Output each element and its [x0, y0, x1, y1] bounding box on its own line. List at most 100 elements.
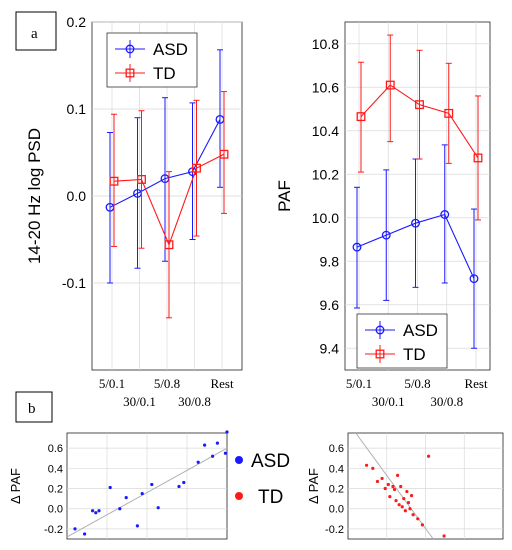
x-tick-label: 5/0.1	[99, 376, 125, 391]
data-point-td	[402, 497, 406, 501]
data-point-td	[219, 149, 229, 159]
y-tick-label: -0.2	[325, 524, 344, 536]
panel-label-b-text: b	[28, 401, 36, 417]
psd-chart: 0.2 0.1 0.0 -0.1 5/0.1 5/0.8 Rest 30/0.1 30/0.8 1…	[25, 14, 243, 409]
data-point-td	[411, 513, 415, 517]
data-point-asd	[135, 524, 139, 528]
key-td-label: TD	[258, 487, 283, 508]
y-axis-label: Δ PAF	[8, 468, 23, 504]
y-tick-label: 0.6	[329, 443, 344, 455]
data-point-asd	[215, 441, 219, 445]
data-point-td	[394, 499, 398, 503]
data-point-asd	[177, 484, 181, 489]
panel-label-a-text: a	[31, 26, 38, 42]
data-point-asd	[140, 491, 144, 496]
y-tick-label: 0.2	[329, 484, 344, 496]
data-point-td	[473, 153, 483, 163]
data-point-asd	[91, 509, 95, 513]
panel-label-b-box	[15, 391, 53, 423]
data-point-td	[385, 80, 395, 90]
y-tick-label: -0.1	[62, 275, 86, 291]
data-point-asd	[352, 242, 362, 252]
data-point-td	[442, 534, 446, 538]
x-tick-label: 30/0.8	[430, 394, 463, 409]
legend-marker-asd	[125, 44, 135, 54]
key-asd-marker	[235, 456, 243, 464]
data-point-td	[356, 112, 366, 122]
data-point-asd	[94, 511, 98, 515]
y-tick-label: 10.0	[312, 210, 339, 226]
legend-label-td: TD	[153, 64, 176, 83]
data-point-asd	[469, 274, 479, 284]
data-point-td	[416, 517, 420, 521]
legend-marker-td	[125, 68, 135, 78]
asd-scatter-chart: 0.6 0.4 0.2 0.0 -0.2 Δ PAF	[8, 430, 229, 540]
paf-chart: 10.8 10.6 10.4 10.2 10.0 9.8 9.6 9.4 5/0.1 5/0.8 R…	[275, 21, 491, 409]
data-point-td	[388, 495, 392, 499]
x-tick-label: 30/0.1	[123, 394, 156, 409]
data-point-td	[405, 489, 409, 494]
data-point-td	[375, 479, 380, 484]
data-point-asd	[182, 480, 186, 485]
data-point-td	[380, 476, 384, 481]
y-tick-label: 10.2	[312, 166, 339, 182]
data-point-td	[409, 493, 414, 498]
data-point-td	[365, 463, 369, 467]
regression-line	[355, 432, 434, 540]
data-point-td	[408, 507, 412, 511]
data-point-td	[371, 466, 375, 470]
data-point-asd	[73, 527, 77, 531]
y-tick-label: 0.0	[48, 504, 63, 516]
data-point-td	[427, 454, 431, 458]
y-tick-label: 9.6	[320, 297, 340, 313]
data-point-td	[444, 108, 454, 118]
y-tick-label: -0.2	[44, 524, 63, 536]
key-asd-label: ASD	[251, 451, 290, 472]
legend-label-td: TD	[403, 345, 426, 364]
y-axis-label: Δ PAF	[306, 468, 321, 504]
td-scatter-chart: 0.6 0.4 0.2 0.0 -0.2 Δ PAF	[306, 432, 504, 540]
data-point-asd	[83, 532, 87, 536]
legend-marker-td	[375, 349, 385, 359]
y-tick-label: 0.0	[329, 504, 344, 516]
data-point-td	[415, 100, 424, 110]
data-point-td	[397, 503, 401, 507]
x-tick-label: 30/0.1	[372, 394, 405, 409]
legend-box	[106, 32, 198, 88]
data-point-asd	[124, 496, 128, 500]
data-point-asd	[223, 451, 227, 455]
data-point-td	[137, 175, 146, 184]
data-point-asd	[211, 454, 215, 458]
data-point-asd	[150, 482, 154, 487]
x-tick-label: Rest	[210, 376, 234, 391]
data-point-td	[400, 505, 404, 509]
legend-box	[356, 313, 448, 369]
data-point-td	[406, 501, 411, 505]
x-tick-label: 5/0.8	[154, 376, 180, 391]
data-point-td	[420, 523, 424, 527]
x-tick-label: 5/0.1	[346, 376, 372, 391]
y-tick-label: 0.4	[329, 463, 344, 475]
y-tick-label: 10.8	[312, 36, 339, 52]
y-tick-label: 9.4	[320, 340, 340, 356]
data-point-td	[192, 163, 201, 173]
data-point-asd	[196, 460, 200, 464]
y-tick-label: 0.4	[48, 463, 63, 475]
y-tick-label: 0.0	[67, 188, 87, 204]
x-tick-label: 5/0.8	[404, 376, 430, 391]
data-point-td	[392, 487, 397, 492]
data-point-td	[109, 176, 119, 186]
data-point-asd	[381, 230, 391, 240]
data-point-asd	[225, 430, 229, 434]
panel-label-a: a	[15, 11, 57, 51]
y-tick-label: 0.6	[48, 443, 63, 455]
y-tick-label: 10.4	[312, 123, 339, 139]
data-point-td	[386, 482, 390, 487]
data-point-asd	[411, 218, 420, 228]
data-point-asd	[440, 210, 450, 219]
regression-line	[66, 447, 228, 538]
legend: ASD TD	[356, 313, 448, 369]
y-tick-label: 9.8	[320, 253, 340, 269]
data-point-td	[396, 473, 400, 477]
